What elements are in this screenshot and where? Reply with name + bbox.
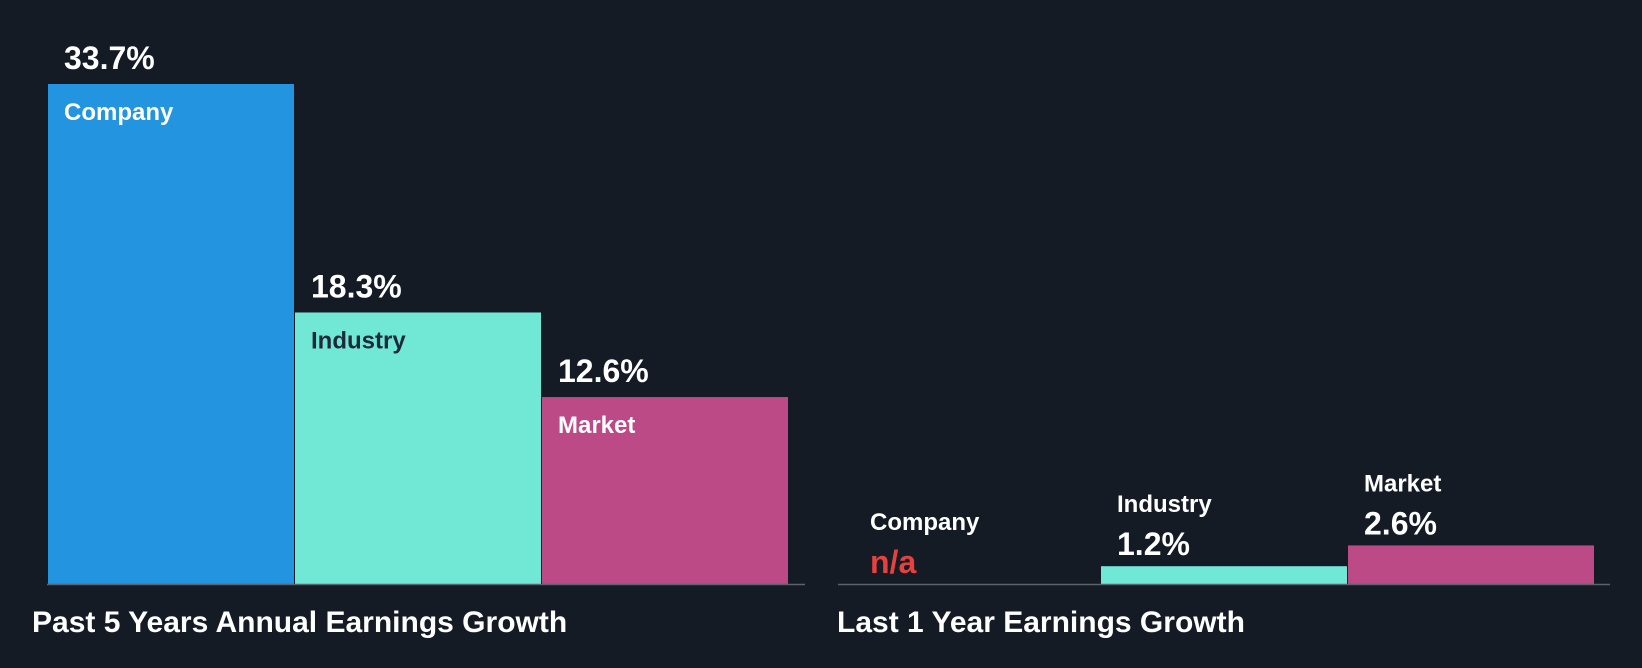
category-label-last1-company: Company <box>870 509 980 536</box>
bar-last1-industry <box>1101 566 1347 584</box>
value-label-last1-industry: 1.2% <box>1117 526 1190 562</box>
value-label-past5-industry: 18.3% <box>311 268 402 304</box>
category-label-past5-market: Market <box>558 412 635 439</box>
value-label-past5-company: 33.7% <box>64 40 155 76</box>
category-label-past5-industry: Industry <box>311 327 406 354</box>
bar-past5-market <box>542 397 788 584</box>
chart-title-past-5-years: Past 5 Years Annual Earnings Growth <box>32 606 568 639</box>
category-label-last1-market: Market <box>1364 470 1441 497</box>
category-label-last1-industry: Industry <box>1117 491 1212 518</box>
value-label-last1-company: n/a <box>870 544 916 580</box>
bar-last1-market <box>1348 545 1594 584</box>
value-label-last1-market: 2.6% <box>1364 505 1437 541</box>
bar-past5-industry <box>295 312 541 584</box>
category-label-past5-company: Company <box>64 99 174 126</box>
value-label-past5-market: 12.6% <box>558 353 649 389</box>
bar-past5-company <box>48 84 294 584</box>
chart-title-last-1-year: Last 1 Year Earnings Growth <box>837 606 1245 639</box>
